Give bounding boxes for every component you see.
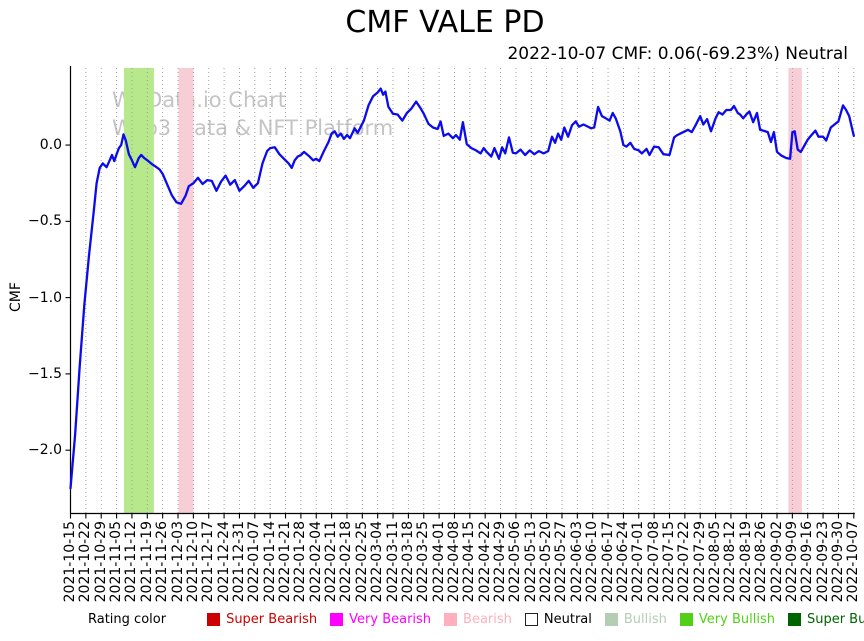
x-tick-label: 2022-09-09 — [783, 521, 800, 603]
x-tick-label: 2022-09-02 — [768, 521, 785, 603]
x-tick-label: 2022-05-13 — [522, 521, 539, 603]
legend-item-label: Super Bullish — [806, 612, 864, 627]
x-tick-label: 2022-06-03 — [568, 521, 585, 603]
x-tick-label: 2022-07-15 — [660, 521, 677, 603]
x-tick-label: 2022-07-22 — [676, 521, 693, 603]
x-tick-label: 2021-12-17 — [200, 521, 217, 603]
legend-item-very-bearish: Very Bearish — [330, 612, 431, 627]
x-tick-label: 2022-04-22 — [476, 521, 493, 603]
y-tick-label: −2.0 — [28, 442, 62, 459]
cmf-series-line — [69, 87, 855, 490]
x-tick-label: 2022-01-14 — [261, 521, 278, 603]
y-tick-label: −0.5 — [28, 213, 62, 230]
legend-swatch-icon — [330, 613, 344, 626]
x-tick-label: 2021-12-24 — [215, 521, 232, 603]
x-tick-label: 2022-04-15 — [461, 521, 478, 603]
x-tick-label: 2022-02-18 — [338, 521, 355, 603]
rating-band — [178, 68, 194, 514]
legend-item-label: Very Bullish — [698, 612, 775, 627]
x-tick-label: 2022-02-04 — [307, 521, 324, 603]
x-tick-label: 2022-03-04 — [369, 521, 386, 603]
x-tick-label: 2022-09-16 — [799, 521, 816, 603]
rating-color-legend: Rating color Super Bearish Very Bearish Be… — [88, 612, 864, 627]
legend-title: Rating color — [88, 612, 167, 627]
y-tick-label: −1.5 — [28, 365, 62, 382]
x-tick-label: 2022-02-25 — [353, 521, 370, 603]
legend-item-label: Bullish — [623, 612, 667, 627]
legend-swatch-icon — [679, 613, 693, 626]
legend-item-label: Bearish — [463, 612, 512, 627]
x-tick-label: 2022-01-28 — [292, 521, 309, 603]
x-tick-label: 2022-06-10 — [584, 521, 601, 603]
chart-title: CMF VALE PD — [345, 5, 545, 40]
legend-swatch-icon — [604, 613, 618, 626]
x-tick-label: 2022-01-07 — [246, 521, 263, 603]
legend-item-neutral: Neutral — [524, 612, 592, 627]
x-tick-label: 2022-04-01 — [430, 521, 447, 603]
x-tick-label: 2021-12-03 — [169, 521, 186, 603]
x-tick-label: 2022-08-05 — [707, 521, 724, 603]
x-tick-label: 2021-12-10 — [184, 521, 201, 603]
x-tick-label: 2021-10-15 — [62, 521, 78, 603]
x-tick-label: 2022-07-01 — [630, 521, 647, 603]
legend-item-super-bullish: Super Bullish — [787, 612, 864, 627]
x-tick-label: 2022-03-25 — [415, 521, 432, 603]
y-tick-label: −1.0 — [28, 289, 62, 306]
rating-band — [123, 68, 154, 514]
x-tick-label: 2022-04-08 — [445, 521, 462, 603]
x-tick-label: 2021-11-26 — [154, 521, 171, 603]
x-tick-label: 2022-10-07 — [845, 521, 862, 603]
x-tick-label: 2022-01-21 — [277, 521, 294, 603]
x-tick-label: 2022-05-20 — [538, 521, 555, 603]
x-tick-label: 2022-07-08 — [645, 521, 662, 603]
legend-item-label: Super Bearish — [226, 612, 318, 627]
x-tick-label: 2021-10-22 — [77, 521, 94, 603]
x-tick-label: 2022-03-18 — [399, 521, 416, 603]
x-tick-label: 2022-06-17 — [599, 521, 616, 603]
legend-item-super-bearish: Super Bearish — [207, 612, 317, 627]
x-tick-label: 2021-11-05 — [108, 521, 125, 603]
chart-subtitle: 2022-10-07 CMF: 0.06(-69.23%) Neutral — [507, 44, 848, 64]
legend-item-bullish: Bullish — [604, 612, 667, 627]
y-tick-label: 0.0 — [39, 137, 62, 154]
x-tick-label: 2022-05-27 — [553, 521, 570, 603]
x-tick-label: 2021-10-29 — [92, 521, 109, 603]
x-tick-label: 2022-08-26 — [753, 521, 770, 603]
x-tick-label: 2022-07-29 — [691, 521, 708, 603]
x-tick-label: 2022-02-11 — [323, 521, 340, 603]
legend-swatch-icon — [787, 613, 801, 626]
x-tick-label: 2022-03-11 — [384, 521, 401, 603]
x-tick-label: 2022-05-06 — [507, 521, 524, 603]
legend-swatch-icon — [444, 613, 458, 626]
legend-item-label: Very Bearish — [349, 612, 432, 627]
x-tick-label: 2022-08-12 — [722, 521, 739, 603]
x-tick-label: 2022-09-23 — [814, 521, 831, 603]
legend-item-very-bullish: Very Bullish — [679, 612, 775, 627]
x-tick-label: 2022-04-29 — [492, 521, 509, 603]
x-tick-label: 2022-09-30 — [829, 521, 846, 603]
x-tick-label: 2022-06-24 — [614, 521, 631, 603]
x-tick-label: 2021-11-19 — [138, 521, 155, 603]
legend-item-label: Neutral — [543, 612, 592, 627]
legend-swatch-icon — [207, 613, 221, 626]
x-tick-label: 2022-08-19 — [737, 521, 754, 603]
rating-band — [788, 68, 802, 514]
x-tick-label: 2021-12-31 — [230, 521, 247, 603]
legend-item-bearish: Bearish — [444, 612, 512, 627]
legend-swatch-icon — [524, 613, 538, 626]
x-tick-label: 2021-11-12 — [123, 521, 140, 603]
